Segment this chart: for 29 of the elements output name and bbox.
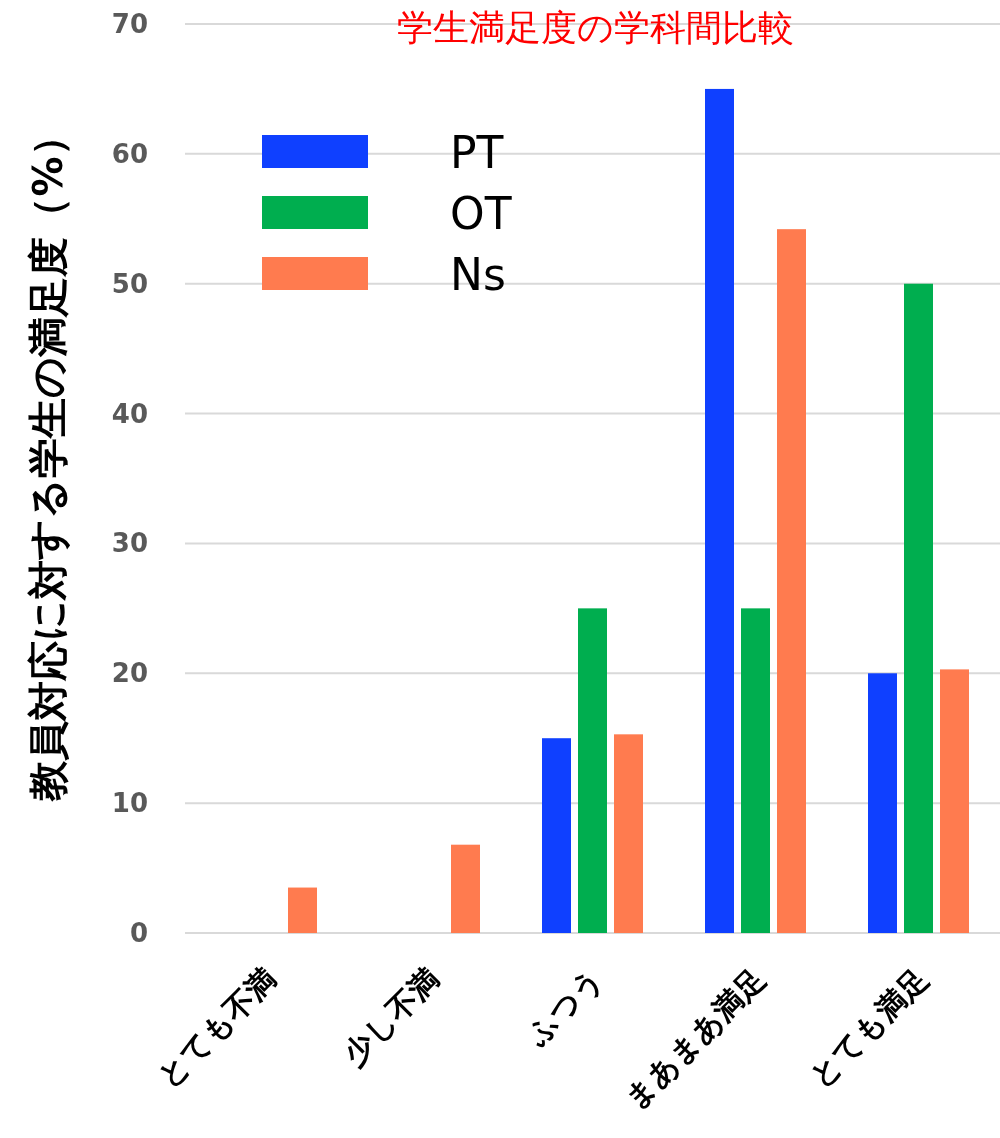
bar [868,673,897,933]
bar [904,283,933,933]
y-tick-label: 30 [111,528,148,559]
x-tick-label: とても不満 [150,961,284,1095]
bar [288,887,317,933]
bar [940,669,969,933]
x-tick-label: 少し不満 [336,961,447,1072]
x-tick-label: ふつう [518,961,610,1053]
legend-label: Ns [450,249,506,300]
y-tick-label: 70 [111,9,148,39]
x-tick-label: まあまあ満足 [617,961,773,1117]
legend-label: OT [450,188,512,239]
bar [542,738,571,933]
chart-title: 学生満足度の学科間比較 [396,7,794,48]
bar [705,88,734,933]
x-tick-label: とても満足 [802,961,936,1095]
y-tick-label: 40 [111,398,148,429]
bar [614,734,643,933]
y-tick-label: 50 [111,268,148,299]
legend-label: PT [450,127,504,178]
y-tick-label: 20 [111,658,148,689]
bar [741,608,770,933]
y-axis-title: 教員対応に対する学生の満足度（%） [25,116,71,802]
y-tick-label: 0 [129,918,148,948]
y-tick-label: 60 [111,138,148,169]
y-tick-label: 10 [111,788,148,819]
bar [451,844,480,933]
bar [777,229,806,933]
bar [578,608,607,933]
